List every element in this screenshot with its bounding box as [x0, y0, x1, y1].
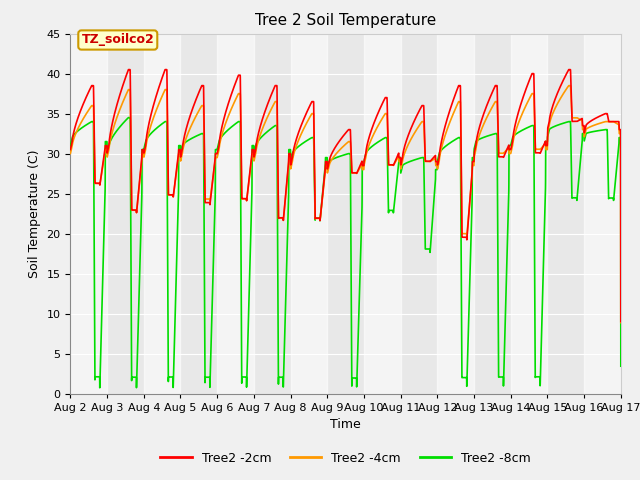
Tree2 -4cm: [67, 151, 74, 156]
Tree2 -4cm: [253, 141, 261, 147]
Tree2 -2cm: [469, 159, 477, 165]
Bar: [364, 34, 401, 394]
Tree2 -8cm: [594, 128, 602, 133]
Bar: [70, 34, 107, 394]
Tree2 -8cm: [96, 385, 104, 391]
Bar: [511, 34, 547, 394]
Bar: [584, 34, 621, 394]
Tree2 -2cm: [594, 114, 602, 120]
Text: TZ_soilco2: TZ_soilco2: [81, 34, 154, 47]
Tree2 -4cm: [617, 320, 625, 325]
Tree2 -4cm: [565, 83, 573, 88]
Tree2 -8cm: [469, 155, 477, 160]
Tree2 -2cm: [587, 118, 595, 124]
Tree2 -2cm: [327, 153, 335, 158]
X-axis label: Time: Time: [330, 418, 361, 431]
Tree2 -4cm: [594, 121, 602, 127]
Tree2 -8cm: [587, 129, 595, 135]
Tree2 -2cm: [125, 67, 132, 72]
Tree2 -4cm: [484, 112, 492, 118]
Tree2 -2cm: [67, 146, 74, 152]
Bar: [144, 34, 180, 394]
Tree2 -2cm: [617, 319, 625, 324]
Tree2 -8cm: [125, 115, 132, 120]
Legend: Tree2 -2cm, Tree2 -4cm, Tree2 -8cm: Tree2 -2cm, Tree2 -4cm, Tree2 -8cm: [156, 447, 536, 469]
Tree2 -2cm: [484, 99, 492, 105]
Tree2 -8cm: [617, 363, 625, 369]
Title: Tree 2 Soil Temperature: Tree 2 Soil Temperature: [255, 13, 436, 28]
Tree2 -4cm: [469, 163, 477, 168]
Line: Tree2 -4cm: Tree2 -4cm: [70, 85, 621, 323]
Bar: [217, 34, 254, 394]
Tree2 -8cm: [67, 143, 74, 148]
Tree2 -4cm: [327, 158, 335, 164]
Tree2 -2cm: [253, 135, 261, 141]
Tree2 -8cm: [484, 133, 492, 139]
Line: Tree2 -8cm: Tree2 -8cm: [70, 118, 621, 388]
Tree2 -4cm: [587, 124, 595, 130]
Tree2 -8cm: [327, 157, 335, 163]
Bar: [291, 34, 327, 394]
Tree2 -8cm: [253, 139, 261, 144]
Bar: [437, 34, 474, 394]
Line: Tree2 -2cm: Tree2 -2cm: [70, 70, 621, 322]
Y-axis label: Soil Temperature (C): Soil Temperature (C): [28, 149, 41, 278]
